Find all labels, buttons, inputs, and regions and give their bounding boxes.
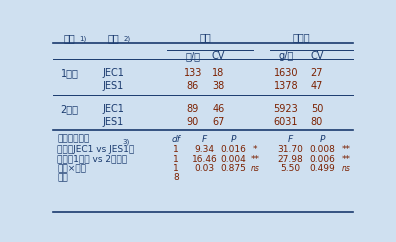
Text: 27.98: 27.98 <box>278 155 303 164</box>
Text: JES1: JES1 <box>103 81 124 91</box>
Text: 50: 50 <box>311 104 323 114</box>
Text: CV: CV <box>212 51 225 61</box>
Text: 90: 90 <box>187 117 199 127</box>
Text: F: F <box>288 135 293 144</box>
Text: 6031: 6031 <box>274 117 298 127</box>
Text: 0.03: 0.03 <box>194 164 215 173</box>
Text: 0.016: 0.016 <box>220 145 246 154</box>
Text: 本/株: 本/株 <box>185 51 200 61</box>
Text: **: ** <box>342 145 351 154</box>
Text: 89: 89 <box>187 104 199 114</box>
Text: 系統: 系統 <box>107 33 119 43</box>
Text: 0.004: 0.004 <box>220 155 246 164</box>
Text: **: ** <box>342 155 351 164</box>
Text: df: df <box>171 135 180 144</box>
Text: JEC1: JEC1 <box>102 104 124 114</box>
Text: 1630: 1630 <box>274 68 298 78</box>
Text: 0.006: 0.006 <box>309 155 335 164</box>
Text: 67: 67 <box>212 117 225 127</box>
Text: 80: 80 <box>311 117 323 127</box>
Text: 16.46: 16.46 <box>192 155 217 164</box>
Text: JEC1: JEC1 <box>102 68 124 78</box>
Text: 1: 1 <box>173 145 179 154</box>
Text: P: P <box>230 135 236 144</box>
Text: 1年目: 1年目 <box>61 68 78 78</box>
Text: 0.499: 0.499 <box>309 164 335 173</box>
Text: 47: 47 <box>311 81 323 91</box>
Text: **: ** <box>250 155 259 164</box>
Text: CV: CV <box>310 51 324 61</box>
Text: 0.875: 0.875 <box>220 164 246 173</box>
Text: P: P <box>320 135 325 144</box>
Text: 86: 86 <box>187 81 199 91</box>
Text: 18: 18 <box>212 68 225 78</box>
Text: ns: ns <box>342 164 351 173</box>
Text: 1): 1) <box>79 36 86 42</box>
Text: 2): 2) <box>123 36 130 42</box>
Text: 系統（JEC1 vs JES1）: 系統（JEC1 vs JES1） <box>57 145 135 154</box>
Text: ns: ns <box>250 164 259 173</box>
Text: 1: 1 <box>173 164 179 173</box>
Text: 27: 27 <box>310 68 323 78</box>
Text: 誤差: 誤差 <box>57 173 68 182</box>
Text: 133: 133 <box>184 68 202 78</box>
Text: g/株: g/株 <box>278 51 293 61</box>
Text: 46: 46 <box>212 104 225 114</box>
Text: 乾物重: 乾物重 <box>293 32 310 43</box>
Text: 系統×年次: 系統×年次 <box>57 164 86 173</box>
Text: 5.50: 5.50 <box>280 164 301 173</box>
Text: 31.70: 31.70 <box>278 145 303 154</box>
Text: 年次（1年目 vs 2年目）: 年次（1年目 vs 2年目） <box>57 155 128 164</box>
Text: 二元分散分析: 二元分散分析 <box>57 135 89 144</box>
Text: 茎数: 茎数 <box>200 32 211 43</box>
Text: 1: 1 <box>173 155 179 164</box>
Text: JES1: JES1 <box>103 117 124 127</box>
Text: *: * <box>253 145 257 154</box>
Text: 5923: 5923 <box>274 104 298 114</box>
Text: F: F <box>202 135 207 144</box>
Text: 0.008: 0.008 <box>309 145 335 154</box>
Text: 38: 38 <box>212 81 225 91</box>
Text: 8: 8 <box>173 173 179 182</box>
Text: 2年目: 2年目 <box>61 104 79 114</box>
Text: 9.34: 9.34 <box>194 145 215 154</box>
Text: 年次: 年次 <box>64 33 76 43</box>
Text: 3): 3) <box>122 138 129 145</box>
Text: 1378: 1378 <box>274 81 298 91</box>
